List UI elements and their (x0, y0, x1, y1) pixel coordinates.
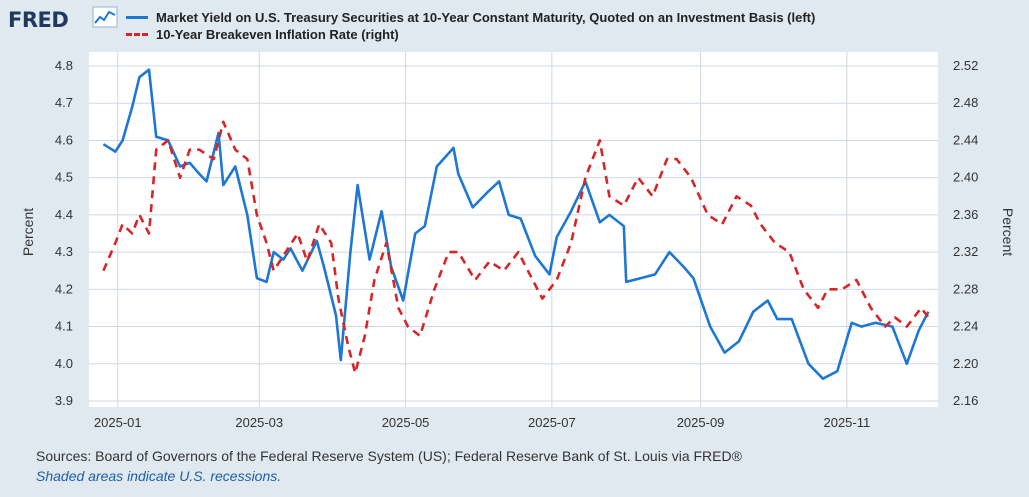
x-tick-label: 2025-07 (528, 415, 576, 430)
legend-label-breakeven: 10-Year Breakeven Inflation Rate (right) (156, 27, 399, 42)
chart-line-icon (92, 6, 118, 28)
right-tick-label: 2.32 (953, 244, 978, 259)
right-tick-label: 2.20 (953, 356, 978, 371)
chart-footer: Sources: Board of Governors of the Feder… (36, 448, 742, 484)
left-tick-label: 4.6 (55, 132, 73, 147)
x-tick-label: 2025-09 (677, 415, 725, 430)
x-axis-ticks: 2025-01 2025-03 2025-05 2025-07 2025-09 2025-… (94, 415, 870, 430)
left-axis-ticks: 4.8 4.7 4.6 4.5 4.4 4.3 4.2 4.1 4.0 3.9 (55, 58, 73, 408)
left-tick-label: 4.3 (55, 244, 73, 259)
left-tick-label: 4.7 (55, 95, 73, 110)
grid-lines (89, 52, 938, 407)
left-tick-label: 4.8 (55, 58, 73, 73)
recession-note: Shaded areas indicate U.S. recessions. (36, 468, 282, 484)
left-tick-label: 4.4 (55, 207, 73, 222)
series-line-treasury-yield[interactable] (102, 68, 930, 381)
left-tick-label: 4.1 (55, 319, 73, 334)
right-tick-label: 2.52 (953, 58, 978, 73)
right-tick-label: 2.36 (953, 207, 978, 222)
chart-legend: Market Yield on U.S. Treasury Securities… (126, 9, 815, 43)
x-tick-label: 2025-11 (823, 415, 870, 430)
x-tick-label: 2025-01 (94, 415, 142, 430)
left-tick-label: 4.0 (55, 356, 73, 371)
legend-entry-treasury-yield[interactable]: Market Yield on U.S. Treasury Securities… (126, 9, 815, 26)
legend-label-treasury-yield: Market Yield on U.S. Treasury Securities… (156, 10, 816, 25)
legend-entry-breakeven[interactable]: 10-Year Breakeven Inflation Rate (right) (126, 26, 815, 43)
right-tick-label: 2.28 (953, 281, 978, 296)
left-tick-label: 4.5 (55, 170, 73, 185)
chart-header: FRED Market Yield on U.S. Treasury Secur… (8, 4, 1018, 44)
left-tick-label: 3.9 (55, 393, 73, 408)
sources-text: Sources: Board of Governors of the Feder… (36, 448, 742, 464)
right-tick-label: 2.44 (953, 132, 978, 147)
right-tick-label: 2.16 (953, 393, 978, 408)
plot-area (89, 52, 938, 407)
x-tick-label: 2025-05 (382, 415, 430, 430)
right-tick-label: 2.40 (953, 170, 978, 185)
line-chart[interactable]: 4.84.74.64.54.44.34.24.14.03.9 2.522.482… (0, 0, 1029, 440)
right-axis-ticks: 2.52 2.48 2.44 2.40 2.36 2.32 2.28 2.24 2.20 2.16 (953, 58, 978, 408)
left-axis-label: Percent (20, 208, 36, 256)
x-tick-label: 2025-03 (235, 415, 283, 430)
legend-swatch-dashed (126, 33, 148, 36)
right-tick-label: 2.24 (953, 319, 978, 334)
fred-logo[interactable]: FRED (8, 8, 69, 32)
right-tick-label: 2.48 (953, 95, 978, 110)
right-axis-label: Percent (1000, 208, 1016, 256)
series-lines (102, 68, 930, 381)
series-line-breakeven-inflation[interactable] (102, 120, 930, 375)
legend-swatch-solid (126, 16, 148, 19)
left-tick-label: 4.2 (55, 281, 73, 296)
